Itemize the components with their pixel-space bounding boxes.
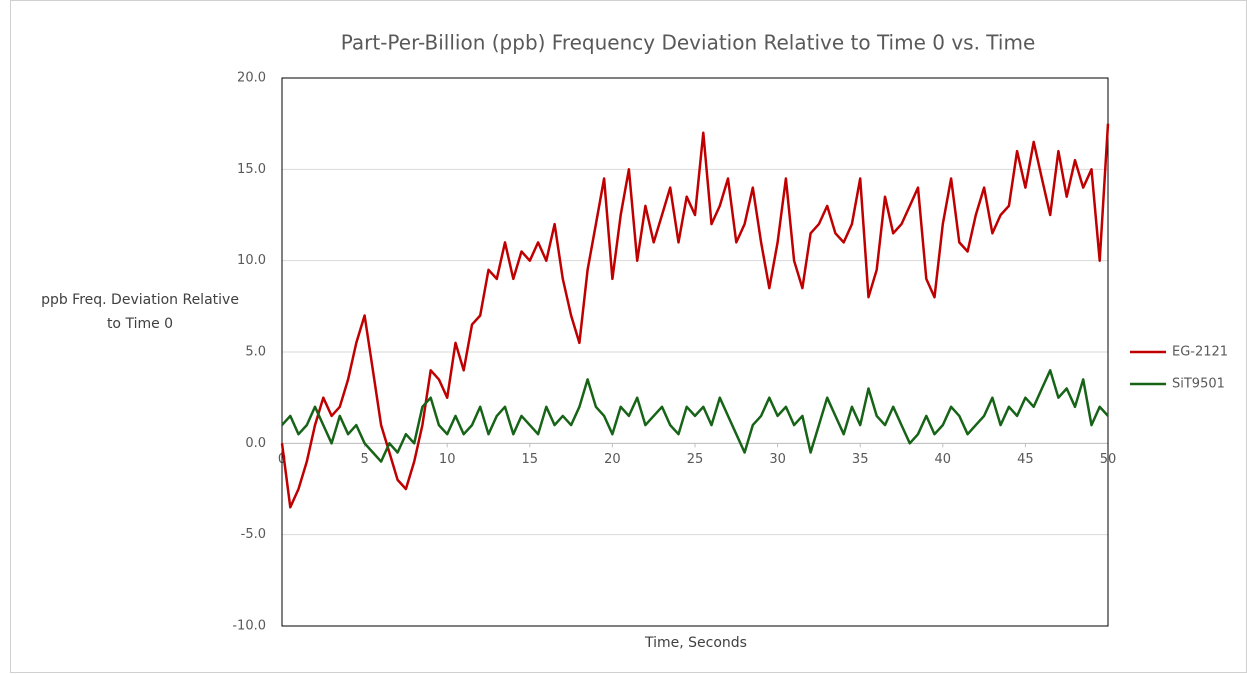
x-tick-label: 25	[687, 452, 704, 467]
x-tick-label: 45	[1017, 452, 1034, 467]
y-axis-label: ppb Freq. Deviation Relative	[41, 292, 239, 308]
y-tick-label: 15.0	[237, 162, 266, 177]
series-line	[281, 369, 1109, 463]
x-tick-label: 20	[604, 452, 621, 467]
x-tick-label: 5	[360, 452, 368, 467]
x-tick-label: 40	[935, 452, 952, 467]
y-axis-label: to Time 0	[107, 316, 173, 332]
y-tick-label: -10.0	[232, 619, 266, 634]
x-axis-label: Time, Seconds	[644, 635, 747, 651]
x-tick-label: 15	[522, 452, 539, 467]
x-tick-label: 10	[439, 452, 456, 467]
x-tick-label: 35	[852, 452, 869, 467]
y-tick-label: 10.0	[237, 253, 266, 268]
y-tick-label: -5.0	[241, 527, 266, 542]
chart-title: Part-Per-Billion (ppb) Frequency Deviati…	[341, 31, 1036, 55]
y-tick-label: 20.0	[237, 71, 266, 86]
x-tick-label: 30	[769, 452, 786, 467]
series-line	[280, 123, 1110, 509]
legend-label: EG-2121	[1172, 345, 1228, 360]
legend-label: SiT9501	[1172, 377, 1225, 392]
plot-border	[281, 77, 1109, 627]
frame	[10, 0, 1247, 673]
y-tick-label: 0.0	[245, 436, 266, 451]
y-tick-label: 5.0	[245, 345, 266, 360]
